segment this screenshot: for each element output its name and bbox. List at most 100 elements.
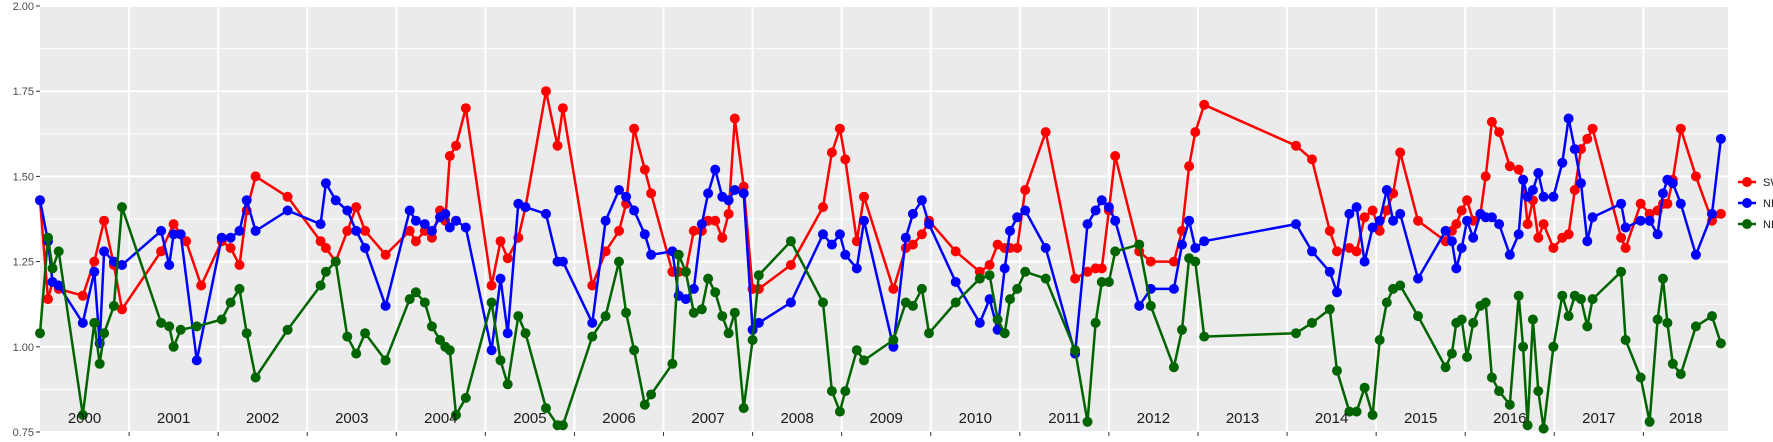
- data-point: [520, 202, 531, 213]
- data-point: [600, 311, 611, 322]
- data-point: [1658, 273, 1668, 284]
- data-point: [1040, 127, 1051, 138]
- data-point: [1616, 266, 1627, 277]
- data-point: [639, 399, 650, 410]
- data-point: [680, 294, 691, 305]
- data-point: [1582, 321, 1593, 332]
- data-point: [753, 317, 764, 328]
- data-point: [320, 243, 331, 253]
- data-point: [181, 236, 192, 247]
- data-point: [1494, 219, 1505, 230]
- data-point: [1082, 219, 1093, 230]
- data-point: [380, 249, 391, 260]
- data-point: [117, 202, 127, 213]
- data-point: [552, 140, 563, 151]
- data-point: [282, 205, 293, 216]
- data-point: [460, 222, 471, 233]
- data-point: [1557, 157, 1568, 168]
- data-point: [117, 260, 127, 270]
- data-point: [984, 270, 995, 281]
- data-point: [164, 260, 175, 270]
- data-point: [1504, 161, 1515, 172]
- data-point: [710, 215, 721, 226]
- data-point: [646, 249, 657, 260]
- data-point: [1440, 225, 1451, 236]
- data-point: [703, 188, 714, 199]
- data-point: [1468, 317, 1479, 328]
- data-point: [1527, 314, 1538, 325]
- data-point: [840, 386, 851, 397]
- data-point: [1324, 304, 1335, 315]
- data-point: [1145, 300, 1156, 311]
- data-point: [1486, 116, 1497, 127]
- legend-item: NDWI: [1738, 219, 1773, 231]
- y-tick-label: 1.75: [13, 86, 34, 98]
- data-point: [1451, 219, 1462, 230]
- data-point: [404, 205, 415, 216]
- data-point: [541, 86, 551, 97]
- data-point: [916, 283, 927, 294]
- data-point: [1096, 195, 1107, 206]
- data-point: [1662, 317, 1673, 328]
- data-point: [1090, 205, 1101, 216]
- data-point: [723, 208, 734, 219]
- data-point: [1413, 215, 1423, 226]
- data-point: [1667, 358, 1678, 369]
- data-point: [175, 324, 186, 335]
- year-label: 2015: [1404, 410, 1437, 427]
- data-point: [234, 225, 245, 236]
- data-point: [175, 229, 186, 240]
- data-point: [1480, 297, 1491, 308]
- data-point: [1168, 283, 1179, 294]
- data-point: [738, 188, 749, 199]
- data-point: [1440, 362, 1451, 373]
- data-point: [440, 208, 451, 219]
- data-point: [974, 273, 985, 284]
- data-point: [1096, 263, 1107, 274]
- year-label: 2018: [1669, 410, 1702, 427]
- data-point: [342, 331, 353, 342]
- data-point: [495, 273, 506, 284]
- data-point: [502, 328, 513, 339]
- data-point: [851, 345, 862, 356]
- data-point: [1388, 215, 1399, 226]
- data-point: [992, 314, 1003, 325]
- data-point: [225, 243, 236, 253]
- year-label: 2004: [424, 410, 457, 427]
- year-label: 2000: [68, 410, 101, 427]
- data-point: [840, 154, 851, 165]
- data-point: [1367, 410, 1378, 420]
- data-point: [460, 103, 471, 114]
- data-point: [1538, 219, 1549, 230]
- data-point: [1652, 229, 1663, 240]
- data-point: [320, 266, 331, 277]
- data-point: [117, 304, 127, 315]
- data-point: [1134, 300, 1145, 311]
- data-point: [451, 140, 461, 151]
- data-point: [1504, 249, 1515, 260]
- data-point: [99, 328, 110, 339]
- data-point: [680, 266, 691, 277]
- data-point: [907, 208, 918, 219]
- data-point: [1468, 232, 1479, 243]
- data-point: [1582, 133, 1593, 144]
- data-point: [89, 317, 100, 328]
- data-point: [696, 304, 707, 315]
- data-point: [216, 232, 227, 243]
- data-point: [1395, 208, 1406, 219]
- data-point: [916, 229, 927, 240]
- data-point: [168, 341, 179, 352]
- data-point: [1616, 232, 1627, 243]
- data-point: [1707, 311, 1717, 322]
- y-tick-label: 1.00: [13, 342, 34, 354]
- data-point: [168, 219, 179, 230]
- data-point: [1527, 185, 1538, 195]
- data-point: [1644, 416, 1655, 427]
- data-point: [410, 215, 421, 226]
- data-point: [1690, 321, 1701, 332]
- data-point: [282, 324, 293, 335]
- data-point: [974, 317, 985, 328]
- data-point: [1012, 212, 1023, 223]
- data-point: [282, 191, 293, 202]
- data-point: [1456, 314, 1467, 325]
